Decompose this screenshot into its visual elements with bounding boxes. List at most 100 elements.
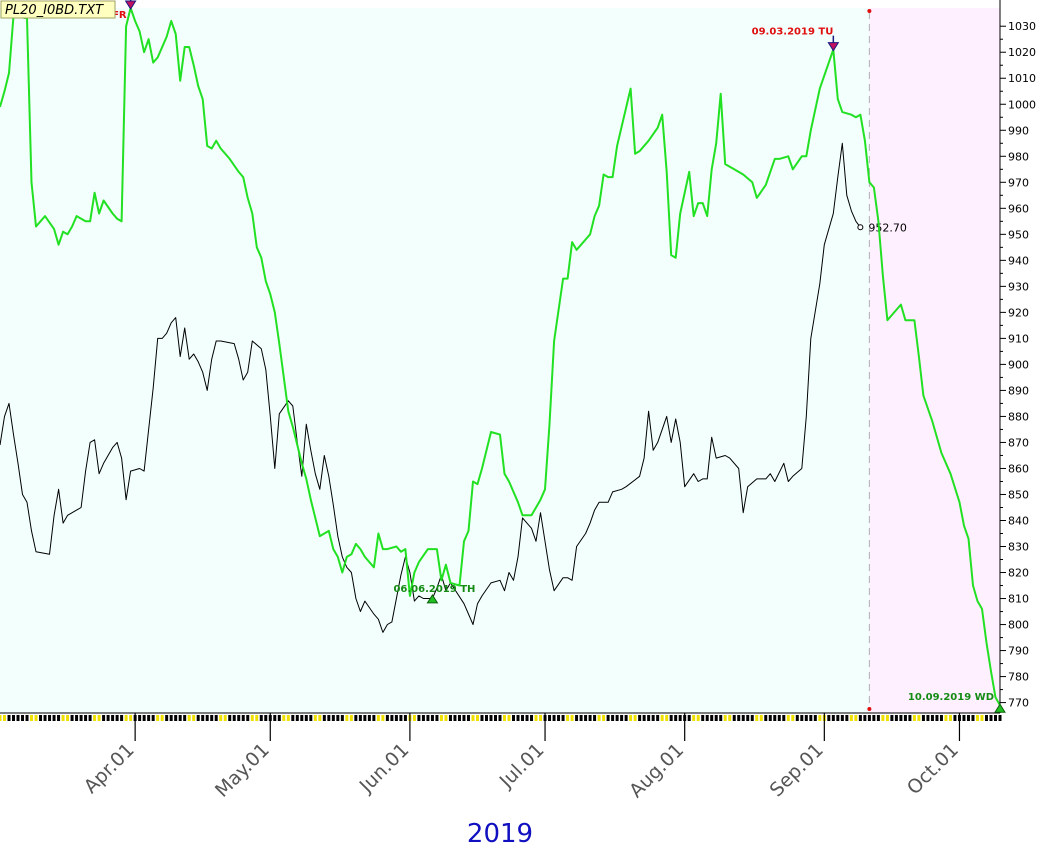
y-tick-label: 800	[1008, 619, 1029, 632]
day-tick	[52, 715, 56, 721]
day-tick	[178, 715, 182, 721]
day-tick	[660, 715, 664, 721]
day-tick	[813, 715, 817, 721]
day-tick	[809, 715, 813, 721]
day-tick	[417, 715, 421, 721]
month-label: Apr.01	[80, 739, 139, 798]
day-tick	[566, 715, 570, 721]
day-tick	[912, 715, 916, 721]
day-tick	[539, 715, 543, 721]
day-tick	[777, 715, 781, 721]
day-tick	[484, 715, 488, 721]
day-tick	[412, 715, 416, 721]
day-tick	[453, 715, 457, 721]
day-tick	[426, 715, 430, 721]
y-tick-label: 950	[1008, 228, 1029, 241]
day-tick	[246, 715, 250, 721]
x-axis: Mar.01Apr.01May.01Jun.01Jul.01Aug.01Sep.…	[0, 712, 1002, 802]
day-tick	[61, 715, 65, 721]
day-tick	[561, 715, 565, 721]
forecast-divider-bottom-dot	[867, 707, 872, 711]
day-tick	[120, 715, 124, 721]
month-label: Oct.01	[903, 739, 963, 799]
day-tick	[552, 715, 556, 721]
day-tick	[723, 715, 727, 721]
day-tick	[435, 715, 439, 721]
day-tick	[975, 715, 979, 721]
day-tick	[894, 715, 898, 721]
day-tick	[331, 715, 335, 721]
day-tick	[84, 715, 88, 721]
forecast-background	[869, 8, 1000, 713]
day-tick	[444, 715, 448, 721]
day-tick	[381, 715, 385, 721]
day-tick	[741, 715, 745, 721]
day-tick	[156, 715, 160, 721]
day-tick	[93, 715, 97, 721]
day-tick	[989, 715, 993, 721]
day-tick	[917, 715, 921, 721]
day-tick	[750, 715, 754, 721]
annotation-label: 06.06.2019 TH	[393, 584, 475, 595]
day-tick	[746, 715, 750, 721]
day-tick	[858, 715, 862, 721]
day-tick	[196, 715, 200, 721]
y-tick-label: 880	[1008, 410, 1029, 423]
day-tick	[597, 715, 601, 721]
day-tick	[818, 715, 822, 721]
day-tick	[899, 715, 903, 721]
day-tick	[219, 715, 223, 721]
day-tick	[354, 715, 358, 721]
day-tick	[39, 715, 43, 721]
history-background	[0, 8, 870, 713]
day-tick	[489, 715, 493, 721]
day-tick	[840, 715, 844, 721]
day-tick	[358, 715, 362, 721]
day-tick	[980, 715, 984, 721]
day-tick	[174, 715, 178, 721]
y-tick-label: 840	[1008, 514, 1029, 527]
day-tick	[43, 715, 47, 721]
day-tick	[647, 715, 651, 721]
day-tick	[939, 715, 943, 721]
y-tick-label: 810	[1008, 593, 1029, 606]
day-tick	[457, 715, 461, 721]
day-tick	[579, 715, 583, 721]
day-tick	[0, 715, 2, 721]
day-tick	[642, 715, 646, 721]
day-tick	[971, 715, 975, 721]
day-tick	[390, 715, 394, 721]
y-tick-label: 870	[1008, 436, 1029, 449]
day-tick	[223, 715, 227, 721]
day-tick	[795, 715, 799, 721]
day-tick	[665, 715, 669, 721]
day-tick	[214, 715, 218, 721]
day-tick	[97, 715, 101, 721]
day-tick	[525, 715, 529, 721]
chart-title-box: PL20_I0BD.TXT	[0, 0, 116, 19]
y-tick-label: 890	[1008, 384, 1029, 397]
day-tick	[21, 715, 25, 721]
day-tick	[993, 715, 997, 721]
day-tick	[764, 715, 768, 721]
day-tick	[376, 715, 380, 721]
day-tick	[106, 715, 110, 721]
day-tick	[863, 715, 867, 721]
day-tick	[286, 715, 290, 721]
y-tick-label: 1000	[1008, 98, 1036, 111]
day-tick	[759, 715, 763, 721]
day-tick	[602, 715, 606, 721]
day-tick	[448, 715, 452, 721]
day-tick	[755, 715, 759, 721]
day-tick	[34, 715, 38, 721]
day-tick	[908, 715, 912, 721]
day-tick	[791, 715, 795, 721]
day-tick	[944, 715, 948, 721]
y-tick-label: 1030	[1008, 20, 1036, 33]
day-tick	[147, 715, 151, 721]
day-tick	[439, 715, 443, 721]
day-tick	[656, 715, 660, 721]
day-tick	[885, 715, 889, 721]
day-tick	[399, 715, 403, 721]
